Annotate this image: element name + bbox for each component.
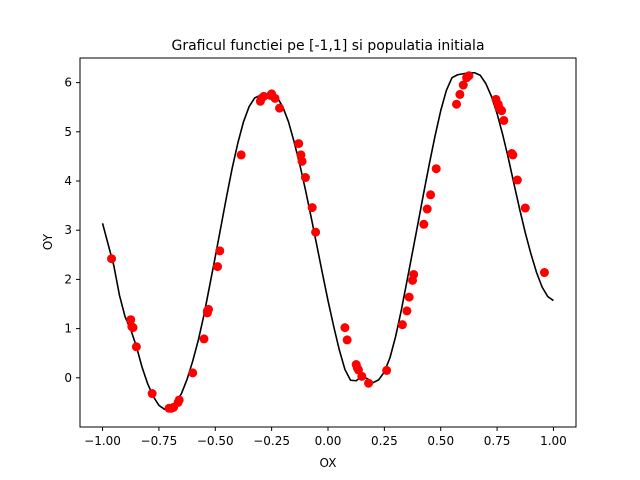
x-tick-label: 0.25 (371, 434, 398, 448)
population-point (458, 80, 468, 90)
population-point (126, 315, 136, 325)
population-point (174, 395, 184, 405)
population-point (357, 371, 367, 381)
population-point (499, 115, 509, 125)
plot-area (101, 71, 554, 413)
population-point (213, 262, 223, 272)
x-tick-label: 0.00 (315, 434, 342, 448)
x-tick-label: −0.25 (253, 434, 290, 448)
y-tick-label: 0 (64, 371, 72, 385)
population-point (340, 323, 350, 333)
population-point (497, 106, 507, 116)
population-point (311, 227, 321, 237)
population-point (131, 342, 141, 352)
y-tick-label: 6 (64, 76, 72, 90)
population-point (409, 269, 419, 279)
y-tick-label: 2 (64, 272, 72, 286)
population-point (188, 368, 198, 378)
chart-title: Graficul functiei pe [-1,1] si populatia… (171, 38, 484, 54)
population-point (402, 306, 412, 316)
population-point (426, 190, 436, 200)
population-point (364, 378, 374, 388)
population-point (431, 164, 441, 174)
population-point (259, 91, 269, 101)
y-axis: 0 1 2 3 4 5 6 (64, 76, 80, 385)
population-point (455, 89, 465, 99)
population-point (236, 150, 246, 160)
population-point (199, 334, 209, 344)
population-point (464, 71, 474, 81)
population-point (128, 323, 138, 333)
population-point (107, 254, 117, 264)
x-tick-label: 0.50 (427, 434, 454, 448)
population-point (297, 156, 307, 166)
population-point (419, 219, 429, 229)
x-tick-label: −1.00 (84, 434, 121, 448)
population-point (342, 335, 352, 345)
x-tick-label: 1.00 (540, 434, 567, 448)
population-point (215, 246, 225, 256)
x-tick-label: −0.50 (197, 434, 234, 448)
y-tick-label: 4 (64, 174, 72, 188)
population-point (300, 173, 310, 183)
population-point (275, 103, 285, 113)
population-point (508, 150, 518, 160)
x-axis: −1.00 −0.75 −0.50 −0.25 0.00 0.25 0.50 0.75 1.00 (84, 427, 567, 448)
population-point (404, 292, 414, 302)
population-point (452, 99, 462, 109)
population-point (422, 204, 432, 214)
population-point (512, 175, 522, 185)
population-point (270, 93, 280, 103)
population-point (397, 320, 407, 330)
population-point (520, 203, 530, 213)
y-axis-label: OY (41, 233, 55, 250)
population-point (539, 268, 549, 278)
y-tick-label: 3 (64, 223, 72, 237)
x-tick-label: 0.75 (484, 434, 511, 448)
population-point (307, 203, 317, 213)
population-point (382, 365, 392, 375)
y-tick-label: 5 (64, 125, 72, 139)
population-point (294, 139, 304, 149)
population-point (147, 389, 157, 399)
y-tick-label: 1 (64, 322, 72, 336)
x-tick-label: −0.75 (141, 434, 178, 448)
x-axis-label: OX (320, 456, 337, 470)
population-point (204, 304, 214, 314)
